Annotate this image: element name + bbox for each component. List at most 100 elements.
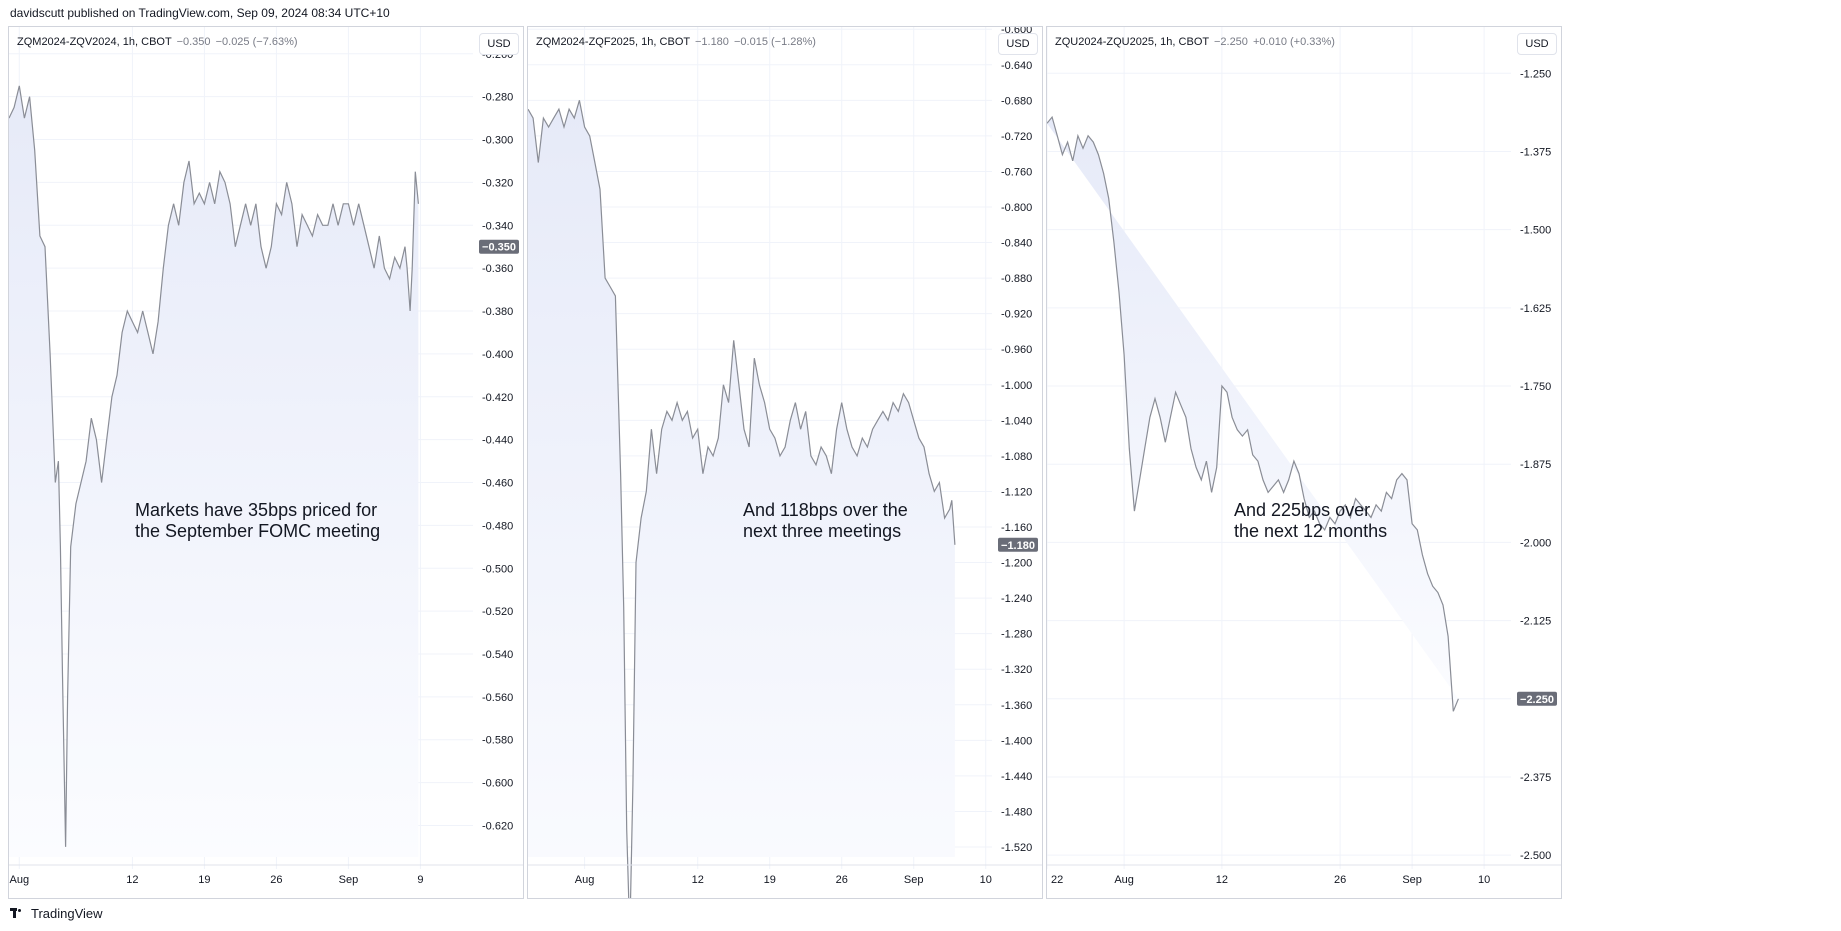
- x-tick-label: 12: [126, 874, 138, 886]
- y-tick-label: -1.440: [1001, 771, 1032, 783]
- y-tick-label: -1.120: [1001, 486, 1032, 498]
- x-tick-label: Aug: [1114, 874, 1134, 886]
- legend-interval: 1h: [1160, 36, 1173, 48]
- legend-interval: 1h: [641, 36, 654, 48]
- y-tick-label: -1.280: [1001, 629, 1032, 641]
- y-tick-label: -0.620: [482, 820, 513, 832]
- y-tick-label: -0.380: [482, 306, 513, 318]
- y-tick-label: -0.400: [482, 349, 513, 361]
- y-tick-label: -1.625: [1520, 303, 1551, 315]
- y-tick-label: -0.480: [482, 520, 513, 532]
- y-tick-label: -1.080: [1001, 451, 1032, 463]
- y-tick-label: -0.840: [1001, 238, 1032, 250]
- last-price-badge: [998, 537, 1038, 552]
- legend-symbol: ZQM2024-ZQF2025: [536, 36, 636, 48]
- chart-1-svg[interactable]: -0.260-0.280-0.300-0.320-0.340-0.360-0.3…: [9, 27, 523, 898]
- publisher-header: davidscutt published on TradingView.com,…: [10, 6, 390, 20]
- y-tick-label: -1.875: [1520, 459, 1551, 471]
- y-tick-label: -1.400: [1001, 735, 1032, 747]
- legend-2: ZQM2024-ZQF2025, 1h, CBOT −1.180 −0.015 …: [536, 36, 816, 48]
- chart-3-svg[interactable]: -1.250 -1.375 -1.500 -1.625 -1.750 -1.875 -2.0…: [1047, 27, 1561, 898]
- x-tick-label: 12: [1216, 874, 1228, 886]
- x-tick-label: Aug: [9, 874, 29, 886]
- x-tick-label: 19: [198, 874, 210, 886]
- legend-exchange: CBOT: [141, 36, 172, 48]
- x-tick-label: Aug: [575, 874, 595, 886]
- chart-panel-3[interactable]: -1.250 -1.375 -1.500 -1.625 -1.750 -1.875 -2.0…: [1046, 26, 1562, 899]
- x-tick-label: 9: [417, 874, 423, 886]
- y-tick-label: -0.800: [1001, 202, 1032, 214]
- y-tick-label: -1.520: [1001, 842, 1032, 854]
- y-tick-label: -2.125: [1520, 616, 1551, 628]
- legend-exchange: CBOT: [1178, 36, 1209, 48]
- x-tick-label: 10: [980, 874, 992, 886]
- y-tick-label: -0.580: [482, 735, 513, 747]
- y-tick-label: -0.880: [1001, 273, 1032, 285]
- annotation-line: And 225bps over: [1234, 500, 1371, 520]
- series-line: [528, 100, 956, 898]
- y-tick-label: -0.540: [482, 649, 513, 661]
- legend-symbol: ZQM2024-ZQV2024: [17, 36, 117, 48]
- y-tick-label: -1.250: [1520, 68, 1551, 80]
- legend-exchange: CBOT: [659, 36, 690, 48]
- y-tick-label: -1.040: [1001, 415, 1032, 427]
- y-tick-label: -0.920: [1001, 309, 1032, 321]
- series-area: [528, 100, 955, 898]
- annotation-line: the next 12 months: [1234, 521, 1388, 541]
- footer-brand: TradingView: [31, 905, 103, 921]
- y-tick-label: -0.300: [482, 135, 513, 147]
- y-tick-label: -2.375: [1520, 772, 1551, 784]
- y-tick-label: -0.600: [1001, 27, 1032, 36]
- y-tick-label: -0.320: [482, 177, 513, 189]
- y-tick-label: -1.750: [1520, 381, 1551, 393]
- currency-button[interactable]: USD: [998, 33, 1038, 55]
- y-tick-label: -0.280: [482, 92, 513, 104]
- chart-panel-1[interactable]: -0.260-0.280-0.300-0.320-0.340-0.360-0.3…: [8, 26, 524, 899]
- x-tick-label: Sep: [904, 874, 924, 886]
- x-tick-label: 26: [270, 874, 282, 886]
- x-tick-label: 19: [764, 874, 776, 886]
- legend-last: −2.250: [1213, 36, 1248, 48]
- chart-2-svg[interactable]: -0.600 -0.640 -0.680 -0.720 -0.760 -0.800 -0.8…: [528, 27, 1042, 898]
- annotation-text: And 118bps over the next three meetings: [743, 500, 908, 542]
- annotation-line: next three meetings: [743, 521, 902, 541]
- y-tick-label: -0.340: [482, 220, 513, 232]
- legend-3: ZQU2024-ZQU2025, 1h, CBOT −2.250 +0.010 …: [1055, 36, 1335, 48]
- legend-change: −0.015 (−1.28%): [733, 36, 816, 48]
- y-tick-label: -1.480: [1001, 806, 1032, 818]
- legend-last: −0.350: [176, 36, 211, 48]
- y-tick-label: -0.760: [1001, 166, 1032, 178]
- y-tick-label: -0.600: [482, 778, 513, 790]
- last-price-label: −0.350: [482, 242, 516, 254]
- series-area: [1047, 117, 1459, 712]
- y-tick-label: -0.680: [1001, 95, 1032, 107]
- series-line: [9, 85, 419, 847]
- legend-change: +0.010 (+0.33%): [1252, 36, 1335, 48]
- legend-interval: 1h: [122, 36, 136, 48]
- chart-panel-2[interactable]: -0.600 -0.640 -0.680 -0.720 -0.760 -0.800 -0.8…: [527, 26, 1043, 899]
- annotation-text: Markets have 35bps priced for the Septem…: [135, 500, 380, 542]
- legend-last: −1.180: [694, 36, 729, 48]
- currency-button[interactable]: USD: [479, 33, 519, 55]
- y-tick-label: -0.500: [482, 563, 513, 575]
- y-tick-label: -1.360: [1001, 700, 1032, 712]
- legend-symbol: ZQU2024-ZQU2025: [1055, 36, 1155, 48]
- y-tick-label: -0.520: [482, 606, 513, 618]
- y-tick-label: -1.375: [1520, 146, 1551, 158]
- last-price-label: −1.180: [1001, 540, 1035, 552]
- y-tick-label: -0.640: [1001, 60, 1032, 72]
- last-price-badge: [479, 239, 519, 254]
- y-tick-label: -2.500: [1520, 850, 1551, 862]
- currency-button[interactable]: USD: [1517, 33, 1557, 55]
- annotation-text: And 225bps over the next 12 months: [1234, 500, 1387, 542]
- y-tick-label: -1.160: [1001, 522, 1032, 534]
- y-tick-label: -0.720: [1001, 131, 1032, 143]
- y-tick-label: -1.240: [1001, 593, 1032, 605]
- tradingview-logo-icon: [10, 908, 26, 918]
- y-tick-label: -0.420: [482, 392, 513, 404]
- annotation-line: the September FOMC meeting: [135, 521, 381, 541]
- y-tick-label: -0.560: [482, 692, 513, 704]
- last-price-label: −2.250: [1520, 694, 1554, 706]
- y-tick-label: -0.460: [482, 478, 513, 490]
- y-tick-label: -1.500: [1520, 225, 1551, 237]
